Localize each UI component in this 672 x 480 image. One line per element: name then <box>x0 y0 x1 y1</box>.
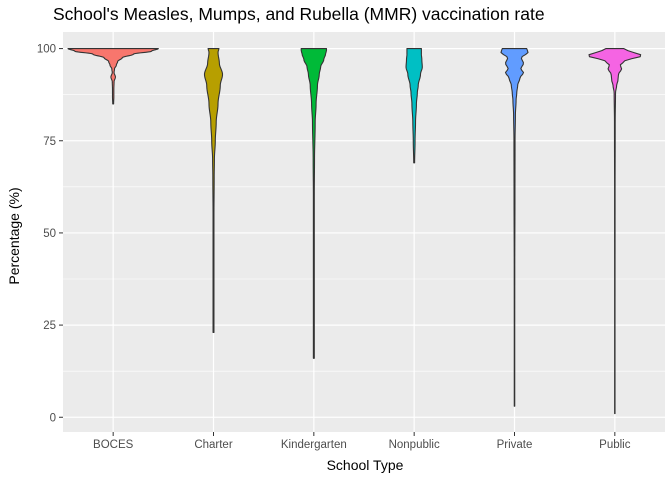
x-tick-label: Public <box>599 439 631 451</box>
violin-boces <box>67 48 159 105</box>
x-tick-label: Charter <box>194 439 233 451</box>
violin-private <box>500 48 529 407</box>
y-axis-title: Percentage (%) <box>6 187 22 284</box>
violin-kindergarten <box>300 48 328 359</box>
minor-gridlines <box>63 94 665 372</box>
plot-panel <box>63 32 665 432</box>
violin-public <box>588 48 642 415</box>
y-tick-label: 0 <box>50 412 56 424</box>
x-tick-label: BOCES <box>93 439 134 451</box>
y-tick-label: 100 <box>37 44 56 56</box>
x-tick-label: Private <box>497 439 533 451</box>
violin-charter <box>203 48 224 334</box>
chart-title: School's Measles, Mumps, and Rubella (MM… <box>53 4 545 24</box>
x-axis-title: School Type <box>327 457 404 473</box>
violin-nonpublic <box>405 48 423 164</box>
y-axis: 0 25 50 75 100 <box>37 44 63 424</box>
x-tick-label: Nonpublic <box>389 439 440 451</box>
x-axis: BOCES Charter Kindergarten Nonpublic Private… <box>93 432 631 451</box>
y-tick-label: 75 <box>43 136 56 148</box>
violin-series <box>67 48 642 415</box>
y-tick-label: 50 <box>43 228 56 240</box>
y-tick-label: 25 <box>43 320 56 332</box>
x-tick-label: Kindergarten <box>281 439 347 451</box>
